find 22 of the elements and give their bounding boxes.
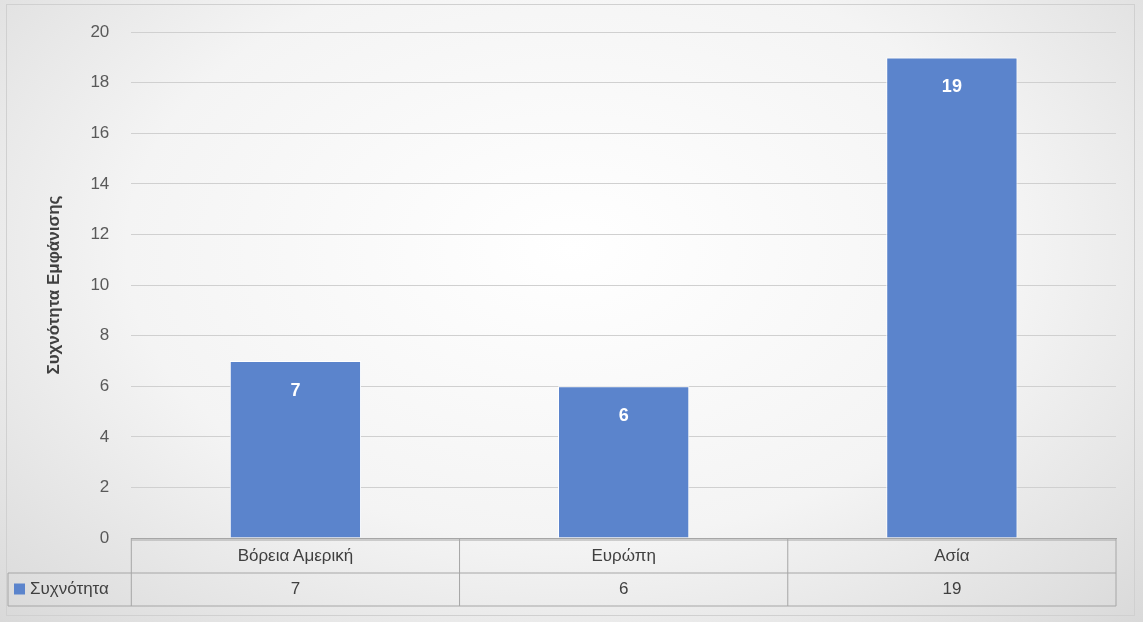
y-tick-label: 18 [90,72,110,92]
data-label: 6 [618,579,629,599]
data-label: 19 [942,579,962,599]
y-tick-label: 14 [90,173,110,193]
y-tick-label: 8 [99,325,110,345]
y-tick-label: 4 [99,426,110,446]
annotation: 19 [941,76,962,97]
data-label: 7 [290,579,301,599]
y-axis-title: Συχνότητα Εμφάνισης [43,195,63,375]
y-tick-label: 2 [99,477,110,497]
y-tick-label: 0 [99,527,110,547]
x-tick-label: Ασία [934,546,970,566]
legend-label: Συχνότητα [30,579,110,599]
y-tick-label: 12 [90,224,110,244]
x-tick-label: Βόρεια Αμερική [237,546,354,566]
annotation: 6 [618,405,629,426]
y-tick-label: 20 [90,21,110,41]
y-tick-label: 10 [90,274,110,294]
y-tick-label: 16 [90,123,110,143]
y-tick-label: 6 [99,375,110,395]
x-tick-label: Ευρώπη [591,546,656,566]
annotation: 7 [290,379,301,400]
